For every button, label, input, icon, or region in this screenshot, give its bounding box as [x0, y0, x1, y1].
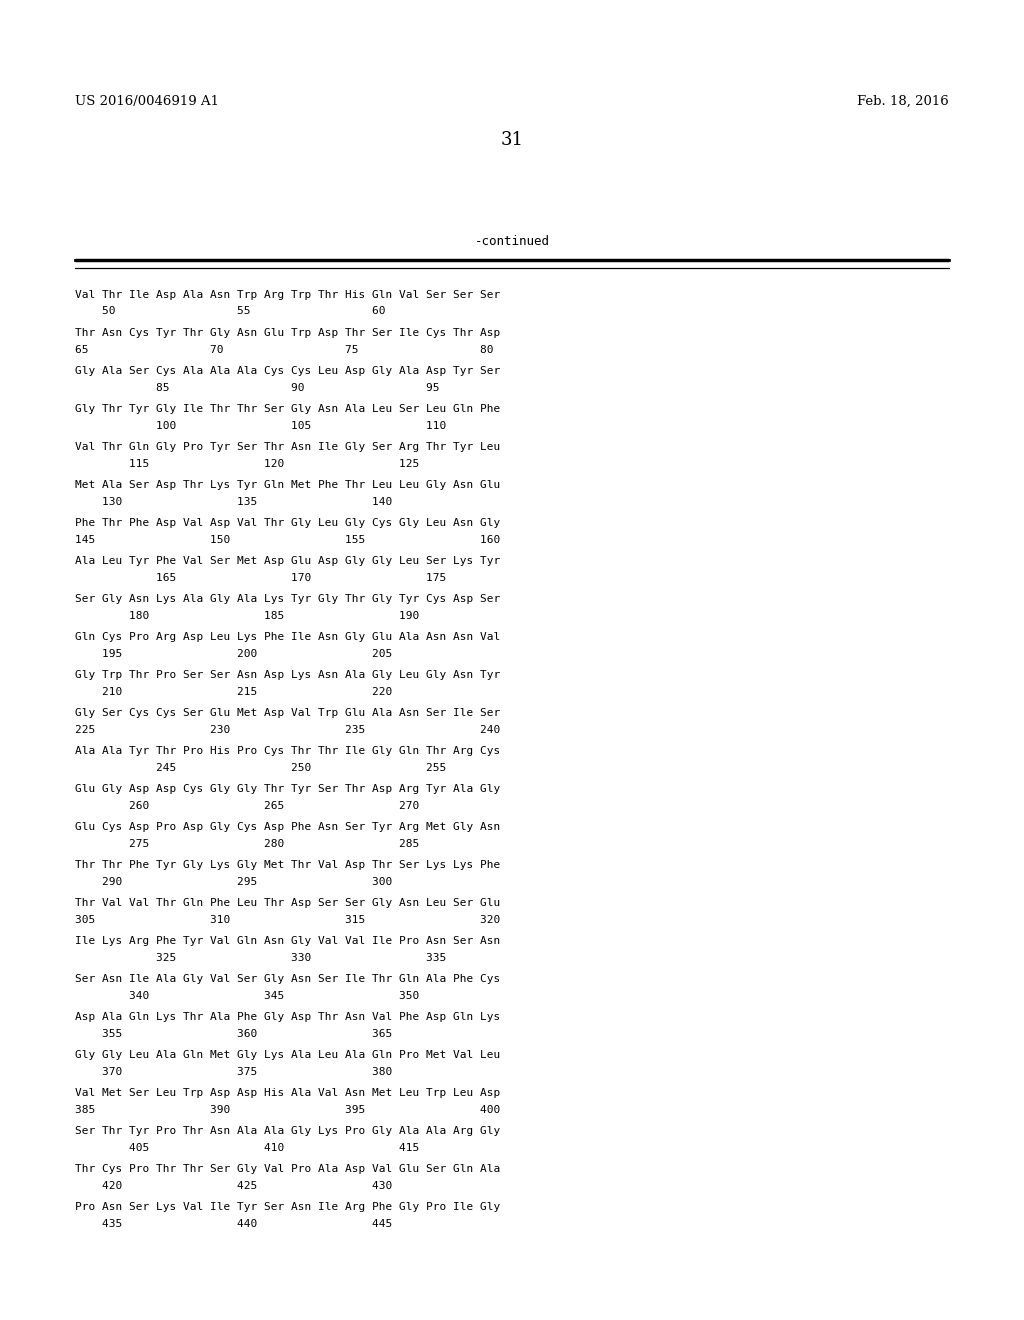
Text: 260                 265                 270: 260 265 270 — [75, 800, 419, 810]
Text: 210                 215                 220: 210 215 220 — [75, 686, 392, 697]
Text: 85                  90                  95: 85 90 95 — [75, 383, 439, 392]
Text: Ser Gly Asn Lys Ala Gly Ala Lys Tyr Gly Thr Gly Tyr Cys Asp Ser: Ser Gly Asn Lys Ala Gly Ala Lys Tyr Gly … — [75, 594, 501, 605]
Text: 340                 345                 350: 340 345 350 — [75, 990, 419, 1001]
Text: Phe Thr Phe Asp Val Asp Val Thr Gly Leu Gly Cys Gly Leu Asn Gly: Phe Thr Phe Asp Val Asp Val Thr Gly Leu … — [75, 517, 501, 528]
Text: Gly Gly Leu Ala Gln Met Gly Lys Ala Leu Ala Gln Pro Met Val Leu: Gly Gly Leu Ala Gln Met Gly Lys Ala Leu … — [75, 1049, 501, 1060]
Text: Thr Asn Cys Tyr Thr Gly Asn Glu Trp Asp Thr Ser Ile Cys Thr Asp: Thr Asn Cys Tyr Thr Gly Asn Glu Trp Asp … — [75, 327, 501, 338]
Text: 420                 425                 430: 420 425 430 — [75, 1180, 392, 1191]
Text: Feb. 18, 2016: Feb. 18, 2016 — [857, 95, 949, 108]
Text: Pro Asn Ser Lys Val Ile Tyr Ser Asn Ile Arg Phe Gly Pro Ile Gly: Pro Asn Ser Lys Val Ile Tyr Ser Asn Ile … — [75, 1203, 501, 1212]
Text: 370                 375                 380: 370 375 380 — [75, 1067, 392, 1077]
Text: 100                 105                 110: 100 105 110 — [75, 421, 446, 430]
Text: 305                 310                 315                 320: 305 310 315 320 — [75, 915, 501, 924]
Text: Gly Thr Tyr Gly Ile Thr Thr Ser Gly Asn Ala Leu Ser Leu Gln Phe: Gly Thr Tyr Gly Ile Thr Thr Ser Gly Asn … — [75, 404, 501, 414]
Text: -continued: -continued — [474, 235, 550, 248]
Text: Asp Ala Gln Lys Thr Ala Phe Gly Asp Thr Asn Val Phe Asp Gln Lys: Asp Ala Gln Lys Thr Ala Phe Gly Asp Thr … — [75, 1012, 501, 1022]
Text: Met Ala Ser Asp Thr Lys Tyr Gln Met Phe Thr Leu Leu Gly Asn Glu: Met Ala Ser Asp Thr Lys Tyr Gln Met Phe … — [75, 480, 501, 490]
Text: 355                 360                 365: 355 360 365 — [75, 1028, 392, 1039]
Text: 290                 295                 300: 290 295 300 — [75, 876, 392, 887]
Text: Thr Cys Pro Thr Thr Ser Gly Val Pro Ala Asp Val Glu Ser Gln Ala: Thr Cys Pro Thr Thr Ser Gly Val Pro Ala … — [75, 1164, 501, 1173]
Text: 130                 135                 140: 130 135 140 — [75, 496, 392, 507]
Text: 165                 170                 175: 165 170 175 — [75, 573, 446, 582]
Text: Gly Trp Thr Pro Ser Ser Asn Asp Lys Asn Ala Gly Leu Gly Asn Tyr: Gly Trp Thr Pro Ser Ser Asn Asp Lys Asn … — [75, 671, 501, 680]
Text: Val Thr Ile Asp Ala Asn Trp Arg Trp Thr His Gln Val Ser Ser Ser: Val Thr Ile Asp Ala Asn Trp Arg Trp Thr … — [75, 290, 501, 300]
Text: Thr Thr Phe Tyr Gly Lys Gly Met Thr Val Asp Thr Ser Lys Lys Phe: Thr Thr Phe Tyr Gly Lys Gly Met Thr Val … — [75, 861, 501, 870]
Text: Ala Ala Tyr Thr Pro His Pro Cys Thr Thr Ile Gly Gln Thr Arg Cys: Ala Ala Tyr Thr Pro His Pro Cys Thr Thr … — [75, 746, 501, 756]
Text: 195                 200                 205: 195 200 205 — [75, 648, 392, 659]
Text: Ala Leu Tyr Phe Val Ser Met Asp Glu Asp Gly Gly Leu Ser Lys Tyr: Ala Leu Tyr Phe Val Ser Met Asp Glu Asp … — [75, 556, 501, 566]
Text: Val Met Ser Leu Trp Asp Asp His Ala Val Asn Met Leu Trp Leu Asp: Val Met Ser Leu Trp Asp Asp His Ala Val … — [75, 1088, 501, 1098]
Text: Gly Ser Cys Cys Ser Glu Met Asp Val Trp Glu Ala Asn Ser Ile Ser: Gly Ser Cys Cys Ser Glu Met Asp Val Trp … — [75, 708, 501, 718]
Text: Val Thr Gln Gly Pro Tyr Ser Thr Asn Ile Gly Ser Arg Thr Tyr Leu: Val Thr Gln Gly Pro Tyr Ser Thr Asn Ile … — [75, 442, 501, 451]
Text: 145                 150                 155                 160: 145 150 155 160 — [75, 535, 501, 545]
Text: 65                  70                  75                  80: 65 70 75 80 — [75, 345, 494, 355]
Text: 405                 410                 415: 405 410 415 — [75, 1143, 419, 1152]
Text: Thr Val Val Thr Gln Phe Leu Thr Asp Ser Ser Gly Asn Leu Ser Glu: Thr Val Val Thr Gln Phe Leu Thr Asp Ser … — [75, 898, 501, 908]
Text: Glu Cys Asp Pro Asp Gly Cys Asp Phe Asn Ser Tyr Arg Met Gly Asn: Glu Cys Asp Pro Asp Gly Cys Asp Phe Asn … — [75, 822, 501, 832]
Text: 275                 280                 285: 275 280 285 — [75, 838, 419, 849]
Text: 115                 120                 125: 115 120 125 — [75, 458, 419, 469]
Text: 435                 440                 445: 435 440 445 — [75, 1218, 392, 1229]
Text: Gln Cys Pro Arg Asp Leu Lys Phe Ile Asn Gly Glu Ala Asn Asn Val: Gln Cys Pro Arg Asp Leu Lys Phe Ile Asn … — [75, 632, 501, 642]
Text: 180                 185                 190: 180 185 190 — [75, 611, 419, 620]
Text: 325                 330                 335: 325 330 335 — [75, 953, 446, 962]
Text: Ser Asn Ile Ala Gly Val Ser Gly Asn Ser Ile Thr Gln Ala Phe Cys: Ser Asn Ile Ala Gly Val Ser Gly Asn Ser … — [75, 974, 501, 983]
Text: 50                  55                  60: 50 55 60 — [75, 306, 385, 317]
Text: 245                 250                 255: 245 250 255 — [75, 763, 446, 772]
Text: 385                 390                 395                 400: 385 390 395 400 — [75, 1105, 501, 1114]
Text: Glu Gly Asp Asp Cys Gly Gly Thr Tyr Ser Thr Asp Arg Tyr Ala Gly: Glu Gly Asp Asp Cys Gly Gly Thr Tyr Ser … — [75, 784, 501, 795]
Text: Ile Lys Arg Phe Tyr Val Gln Asn Gly Val Val Ile Pro Asn Ser Asn: Ile Lys Arg Phe Tyr Val Gln Asn Gly Val … — [75, 936, 501, 946]
Text: 225                 230                 235                 240: 225 230 235 240 — [75, 725, 501, 734]
Text: US 2016/0046919 A1: US 2016/0046919 A1 — [75, 95, 219, 108]
Text: 31: 31 — [501, 131, 523, 149]
Text: Ser Thr Tyr Pro Thr Asn Ala Ala Gly Lys Pro Gly Ala Ala Arg Gly: Ser Thr Tyr Pro Thr Asn Ala Ala Gly Lys … — [75, 1126, 501, 1137]
Text: Gly Ala Ser Cys Ala Ala Ala Cys Cys Leu Asp Gly Ala Asp Tyr Ser: Gly Ala Ser Cys Ala Ala Ala Cys Cys Leu … — [75, 366, 501, 376]
